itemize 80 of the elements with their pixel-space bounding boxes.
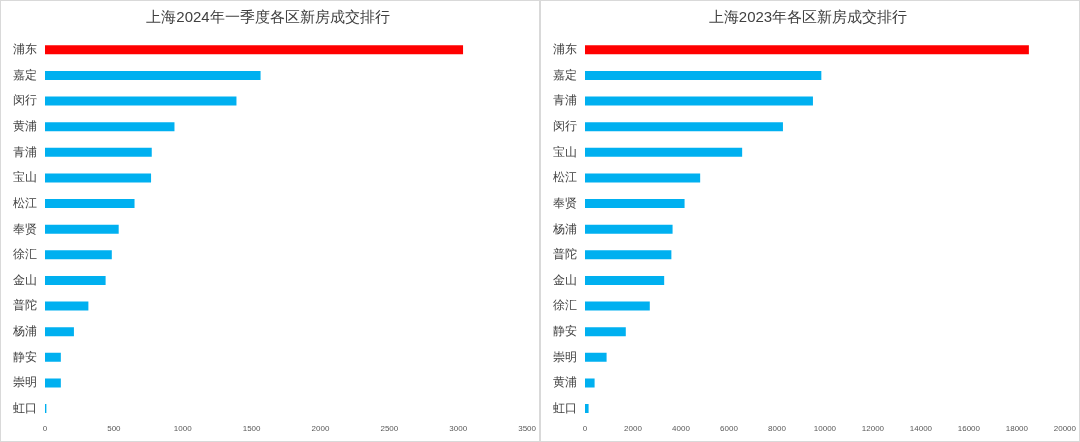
y-tick-label: 杨浦 (12, 324, 37, 339)
bar (45, 275, 106, 285)
y-tick-label: 金山 (553, 272, 577, 287)
bar (45, 147, 152, 157)
bar (585, 224, 673, 234)
bar (45, 45, 464, 55)
y-tick-label: 宝山 (13, 170, 37, 185)
bar (585, 96, 813, 106)
bar (45, 122, 175, 132)
x-tick-label: 8000 (768, 424, 787, 434)
y-tick-label: 徐汇 (553, 298, 577, 313)
y-tick-label: 普陀 (553, 247, 577, 262)
y-tick-label: 奉贤 (553, 195, 577, 210)
bar (585, 250, 672, 260)
y-tick-label: 静安 (553, 324, 577, 339)
bar (585, 45, 1029, 55)
bar (45, 173, 152, 183)
y-tick-label: 虹口 (553, 400, 577, 415)
bar (585, 327, 626, 337)
y-tick-label: 青浦 (13, 144, 37, 159)
y-tick-label: 普陀 (13, 298, 37, 313)
x-tick-label: 20000 (1053, 424, 1077, 434)
x-tick-label: 10000 (813, 424, 837, 434)
bar (585, 199, 685, 209)
chart-title: 上海2024年一季度各区新房成交排行 (146, 8, 390, 26)
y-tick-label: 青浦 (553, 93, 577, 108)
y-tick-label: 闵行 (13, 93, 37, 108)
x-tick-label: 1000 (173, 424, 193, 434)
x-tick-label: 3000 (449, 424, 468, 434)
bar (45, 199, 135, 209)
bar (585, 70, 822, 80)
bar (585, 404, 589, 414)
bar (585, 378, 595, 388)
y-tick-label: 闵行 (553, 119, 577, 134)
chart-title: 上海2023年各区新房成交排行 (708, 8, 908, 26)
x-tick-label: 2000 (311, 424, 330, 434)
bar (45, 301, 89, 311)
x-tick-label: 6000 (720, 424, 739, 434)
bar (45, 378, 61, 388)
y-tick-label: 嘉定 (553, 67, 577, 82)
y-tick-label: 金山 (13, 272, 37, 287)
y-tick-label: 虹口 (13, 400, 37, 415)
bar (585, 147, 743, 157)
x-tick-label: 0 (582, 424, 588, 434)
x-tick-label: 2500 (380, 424, 399, 434)
y-tick-label: 黄浦 (13, 119, 37, 134)
y-tick-label: 嘉定 (13, 67, 37, 82)
bar (585, 122, 783, 132)
x-tick-label: 1500 (242, 424, 262, 434)
bar (585, 173, 701, 183)
x-tick-label: 16000 (957, 424, 981, 434)
y-tick-label: 杨浦 (552, 221, 577, 236)
y-tick-label: 浦东 (13, 42, 37, 57)
x-tick-label: 2000 (624, 424, 643, 434)
y-tick-label: 浦东 (553, 42, 577, 57)
y-tick-label: 松江 (13, 195, 37, 210)
x-tick-label: 0 (42, 424, 48, 434)
y-tick-label: 黄浦 (553, 375, 577, 390)
bar (45, 327, 74, 337)
bar (585, 352, 607, 362)
x-tick-label: 4000 (672, 424, 691, 434)
y-tick-label: 奉贤 (13, 221, 37, 236)
bar (45, 352, 61, 362)
bar (45, 70, 261, 80)
x-tick-label: 500 (107, 424, 122, 434)
y-tick-label: 宝山 (553, 144, 577, 159)
x-tick-label: 18000 (1005, 424, 1029, 434)
x-tick-label: 3500 (518, 424, 537, 434)
y-tick-label: 崇明 (553, 349, 577, 364)
bar (45, 250, 112, 260)
bar (45, 96, 237, 106)
y-tick-label: 徐汇 (13, 247, 37, 262)
x-tick-label: 12000 (861, 424, 885, 434)
bar (45, 224, 119, 234)
y-tick-label: 崇明 (13, 375, 37, 390)
y-tick-label: 松江 (553, 170, 577, 185)
bar (585, 275, 665, 285)
bar (585, 301, 650, 311)
x-tick-label: 14000 (909, 424, 933, 434)
y-tick-label: 静安 (13, 349, 37, 364)
